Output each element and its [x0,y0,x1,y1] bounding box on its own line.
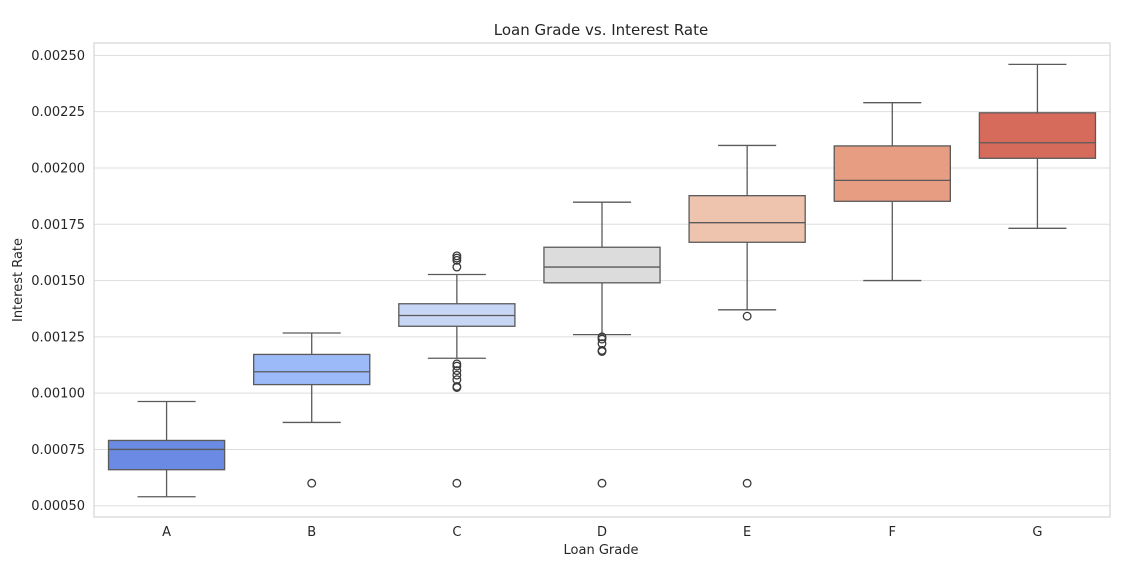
box-B [253,332,371,488]
iqr-box [833,145,951,202]
outlier-point [452,478,462,488]
chart-title: Loan Grade vs. Interest Rate [494,21,708,39]
box-C [398,251,516,488]
y-axis-ticks: 0.00050 0.00075 0.00100 0.00125 0.00150 0.001… [31,49,85,514]
x-tick-label: C [452,525,461,540]
box-series [107,63,1097,498]
x-tick-label: D [597,525,607,540]
outlier-point [307,478,317,488]
plot-area-frame [93,42,1111,518]
y-tick-label: 0.00050 [31,499,85,514]
outlier-point [742,311,752,321]
y-tick-label: 0.00175 [31,218,85,233]
box-A [107,400,226,498]
x-axis-title: Loan Grade [564,543,639,558]
iqr-box [688,195,806,243]
x-tick-label: G [1032,525,1042,540]
outlier-point [452,359,462,369]
outlier-point [452,262,462,272]
box-G [978,63,1097,229]
y-tick-label: 0.00075 [31,443,85,458]
x-tick-label: A [162,525,171,540]
x-tick-label: B [307,525,316,540]
x-tick-label: F [889,525,896,540]
iqr-box [978,112,1097,159]
y-tick-label: 0.00200 [31,161,85,176]
iqr-box [107,439,226,471]
outlier-point [452,251,462,261]
box-F [833,102,951,282]
iqr-box [253,353,371,386]
outlier-point [452,366,462,376]
outlier-point [452,375,462,385]
y-tick-label: 0.00225 [31,105,85,120]
outlier-point [597,345,607,355]
y-tick-label: 0.00100 [31,387,85,402]
box-D [543,201,661,488]
box-E [688,144,806,488]
outlier-point [452,381,462,391]
outlier-point [452,370,462,380]
x-tick-label: E [743,525,751,540]
y-tick-label: 0.00150 [31,274,85,289]
y-axis-title: Interest Rate [11,238,26,322]
x-axis-ticks: A B C D E F G [162,525,1042,540]
y-tick-label: 0.00125 [31,330,85,345]
outlier-point [742,478,752,488]
y-tick-label: 0.00250 [31,49,85,64]
outlier-point [597,332,607,342]
outlier-point [597,478,607,488]
iqr-box [543,246,661,284]
outlier-point [597,339,607,349]
